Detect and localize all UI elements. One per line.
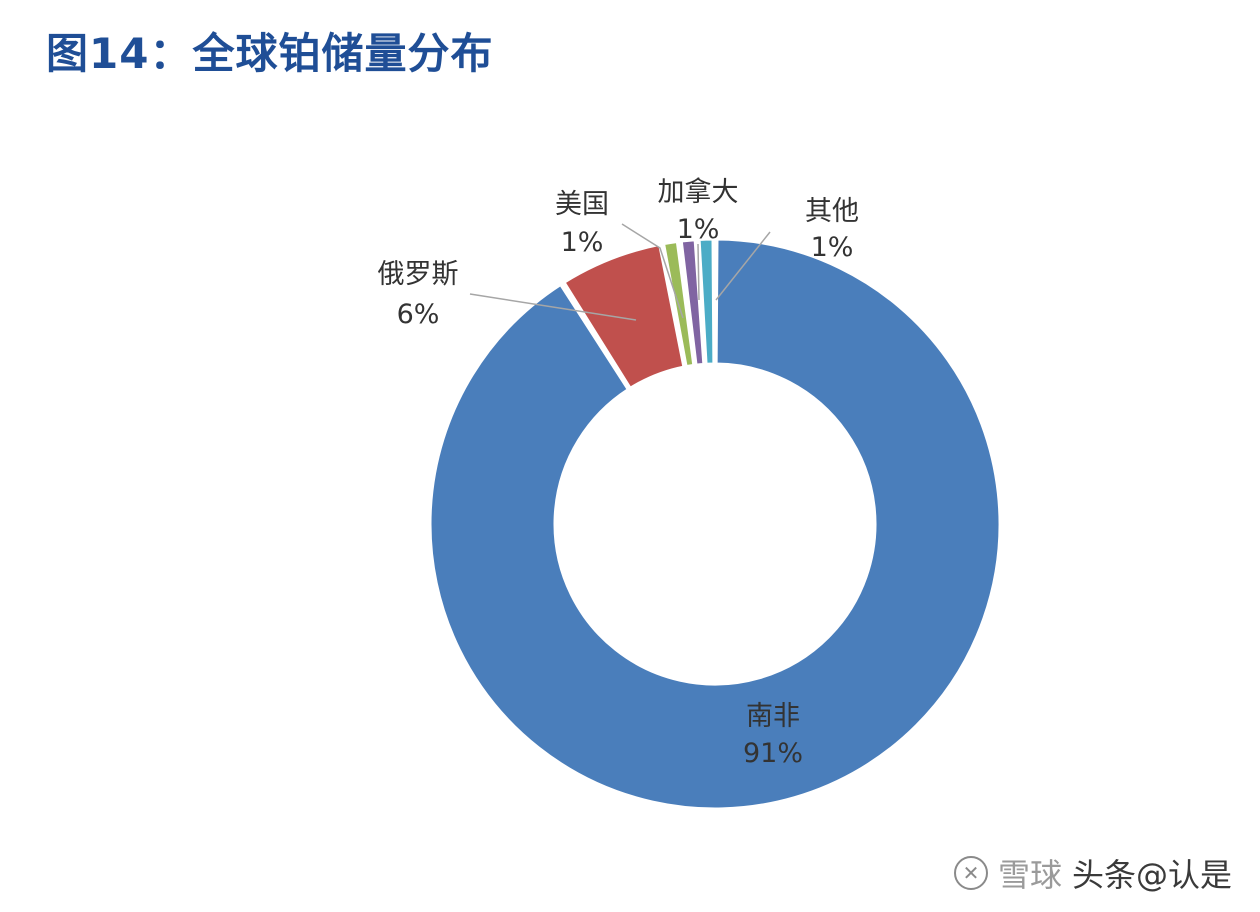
leader-line-4 bbox=[715, 231, 771, 301]
leader-line-3 bbox=[697, 243, 700, 301]
slices-group bbox=[428, 237, 1002, 811]
leader-lines-group bbox=[469, 223, 771, 321]
slice-label-1: 俄罗斯 bbox=[378, 259, 459, 290]
leader-line-1 bbox=[469, 293, 637, 321]
chart-title: 图14：全球铂储量分布 bbox=[46, 29, 494, 78]
snowball-logo-icon: ✕ bbox=[953, 856, 988, 890]
slice-label-2: 美国 bbox=[555, 189, 609, 220]
slice-value-2: 1% bbox=[561, 227, 604, 258]
slice-label-4: 其他 bbox=[805, 196, 859, 227]
slice-value-0: 91% bbox=[743, 738, 803, 769]
slice-value-3: 1% bbox=[677, 214, 720, 245]
slice-value-1: 6% bbox=[397, 299, 440, 330]
slice-4 bbox=[697, 237, 716, 366]
labels-group: 南非 91% 俄罗斯 6% 美国 1% 加拿大 1% 其他 1% bbox=[378, 177, 860, 769]
watermark-text: 头条@认是 bbox=[1071, 856, 1232, 894]
slice-0 bbox=[428, 237, 1002, 811]
leader-line-2 bbox=[621, 223, 684, 319]
watermark-brand: 雪球 bbox=[997, 856, 1062, 894]
slice-label-0: 南非 bbox=[746, 701, 800, 732]
slice-label-3: 加拿大 bbox=[658, 177, 739, 208]
slice-1 bbox=[561, 242, 686, 391]
slice-3 bbox=[679, 238, 706, 367]
watermark: ✕ 雪球 头条@认是 bbox=[953, 850, 1232, 896]
slice-value-4: 1% bbox=[811, 232, 854, 263]
